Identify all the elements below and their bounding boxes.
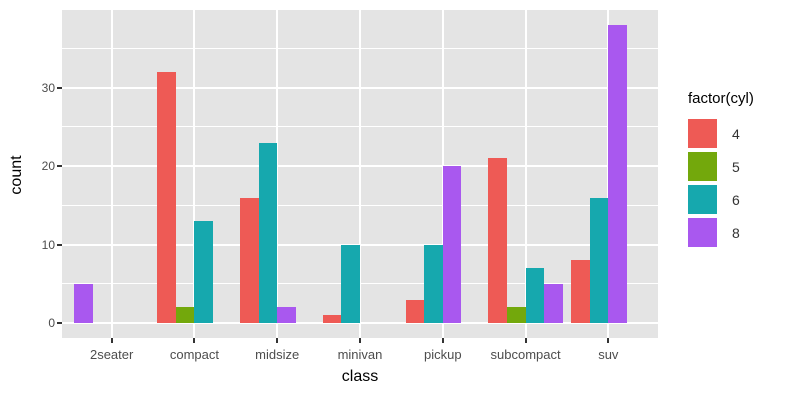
legend-key-5 (688, 152, 717, 181)
x-tick-label-subcompact: subcompact (490, 347, 561, 362)
x-tick-mark (524, 338, 527, 343)
x-tick-label-pickup: pickup (423, 347, 462, 362)
bar-subcompact-cyl8 (544, 283, 563, 324)
y-tick-label: 30 (41, 80, 55, 95)
bar-minivan-cyl6 (341, 244, 360, 324)
legend-key-6 (688, 185, 717, 214)
x-tick-label-compact: compact (169, 347, 219, 362)
bar-suv-cyl8 (608, 24, 627, 324)
legend-entry-4: 4 (688, 119, 754, 148)
x-tick-label-minivan: minivan (337, 347, 383, 362)
bar-midsize-cyl4 (239, 197, 259, 324)
x-tick-mark (607, 338, 610, 343)
y-tick-label: 20 (41, 159, 55, 174)
y-tick-mark (57, 322, 62, 325)
legend-entry-label: 5 (732, 158, 740, 175)
grid-line-vertical (276, 10, 279, 338)
bar-subcompact-cyl5 (506, 307, 526, 324)
y-axis-title: count (8, 155, 25, 195)
x-tick-mark (359, 338, 361, 343)
x-tick-mark (441, 338, 444, 343)
bar-midsize-cyl6 (258, 142, 278, 324)
bar-compact-cyl4 (157, 71, 176, 324)
legend-entry-8: 8 (688, 218, 754, 247)
legend-title: factor(cyl) (688, 90, 754, 107)
grid-line-vertical (193, 10, 196, 338)
legend: factor(cyl) 4 5 6 8 (688, 90, 754, 247)
legend-key-4 (688, 119, 717, 148)
legend-entries: 4 5 6 8 (688, 119, 754, 247)
y-tick-label: 10 (41, 237, 55, 252)
bar-suv-cyl6 (589, 197, 609, 324)
bar-suv-cyl4 (571, 260, 590, 324)
y-tick-mark (57, 243, 62, 246)
x-tick-mark (276, 338, 279, 343)
y-tick-label: 0 (48, 316, 55, 331)
bar-minivan-cyl4 (322, 315, 342, 324)
bar-compact-cyl6 (194, 221, 214, 324)
bar-2seater-cyl8 (74, 283, 94, 324)
bar-compact-cyl5 (175, 307, 195, 324)
bar-pickup-cyl4 (405, 299, 425, 324)
legend-entry-5: 5 (688, 152, 754, 181)
y-tick-mark (57, 86, 62, 89)
x-tick-label-suv: suv (598, 347, 619, 362)
x-tick-mark (110, 338, 113, 343)
x-tick-mark (193, 338, 196, 343)
grid-line-vertical (110, 10, 113, 338)
legend-entry-label: 4 (732, 125, 740, 142)
x-axis-title: class (341, 368, 379, 385)
grid-line-vertical (359, 10, 361, 338)
x-tick-label-midsize: midsize (255, 347, 300, 362)
bar-pickup-cyl6 (424, 244, 443, 324)
y-tick-mark (57, 165, 62, 168)
legend-key-8 (688, 218, 717, 247)
legend-entry-6: 6 (688, 185, 754, 214)
plot-panel (62, 10, 658, 338)
bar-pickup-cyl8 (442, 166, 462, 324)
grid-line-vertical (524, 10, 527, 338)
bar-subcompact-cyl4 (488, 158, 507, 324)
bar-subcompact-cyl6 (525, 268, 545, 324)
legend-entry-label: 6 (732, 191, 740, 208)
x-tick-label-2seater: 2seater (89, 347, 134, 362)
legend-entry-label: 8 (732, 224, 740, 241)
bar-midsize-cyl8 (277, 307, 296, 324)
